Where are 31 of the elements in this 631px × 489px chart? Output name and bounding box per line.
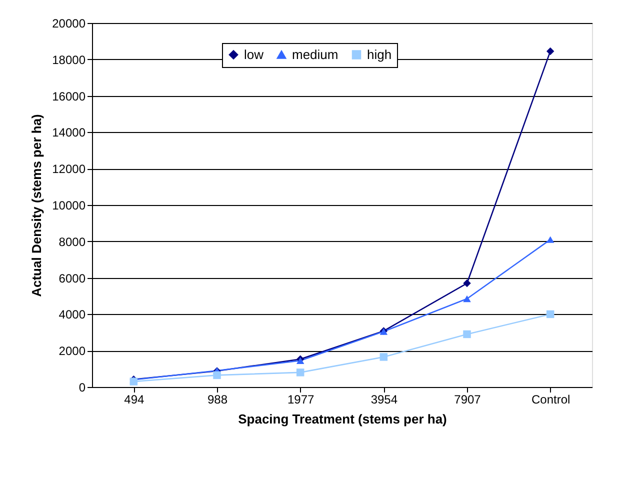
x-tick-label: 494 bbox=[124, 392, 144, 406]
point bbox=[296, 368, 304, 376]
y-tick-label: 18000 bbox=[52, 52, 86, 67]
point bbox=[546, 310, 554, 318]
y-tick-label: 4000 bbox=[58, 308, 86, 322]
legend-label: low bbox=[244, 46, 264, 62]
point bbox=[463, 295, 471, 302]
point bbox=[213, 371, 221, 380]
y-tick-label: 0 bbox=[78, 380, 86, 394]
x-tick-label: 7907 bbox=[454, 392, 482, 406]
y-tick-label: 10000 bbox=[52, 198, 86, 212]
y-tick-label: 6000 bbox=[58, 271, 86, 286]
legend-label: high bbox=[367, 46, 392, 62]
y-tick-label: 14000 bbox=[52, 126, 86, 140]
x-tick-label: 3954 bbox=[370, 392, 398, 406]
x-tick-label: 1977 bbox=[287, 392, 315, 406]
x-tick-label: Control bbox=[531, 392, 570, 406]
y-tick-label: 20000 bbox=[52, 16, 86, 30]
x-tick-label: 988 bbox=[207, 392, 228, 406]
point bbox=[546, 236, 554, 243]
y-tick-label: 16000 bbox=[52, 89, 86, 104]
point bbox=[463, 279, 471, 288]
point bbox=[463, 330, 471, 338]
x-axis-title: Spacing Treatment (stems per ha) bbox=[238, 412, 447, 426]
y-tick-label: 8000 bbox=[58, 234, 86, 249]
point bbox=[380, 353, 388, 361]
legend-label: medium bbox=[292, 46, 338, 62]
y-tick-label: 2000 bbox=[58, 344, 86, 358]
y-axis-title: Actual Density (stems per ha) bbox=[29, 114, 44, 297]
point bbox=[546, 47, 554, 56]
y-tick-label: 12000 bbox=[52, 162, 86, 176]
